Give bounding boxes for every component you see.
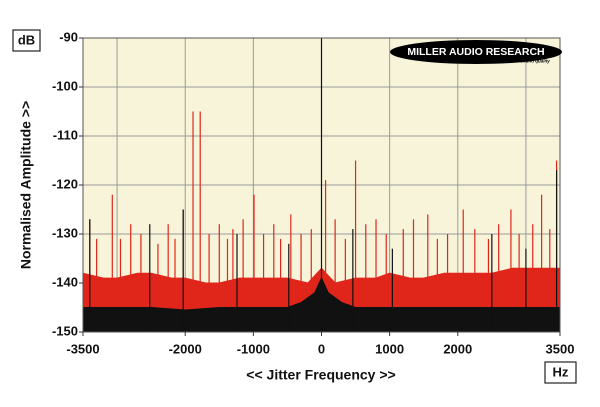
data-marks [82, 38, 561, 333]
x-tick-label: 2000 [443, 341, 472, 356]
y-unit: dB [18, 32, 35, 47]
x-unit-box [544, 361, 577, 384]
x-tick-label: 1000 [375, 341, 404, 356]
y-tick-label: -90 [59, 29, 78, 44]
y-tick-label: -110 [53, 127, 78, 142]
tick-labels: -90 -100 -110 -120 -130 -140 -150 -3500 -2000 -10… [52, 29, 574, 356]
logo: MILLER AUDIO RESEARCH Getting the measur… [390, 40, 562, 64]
x-axis-label: << Jitter Frequency >> [246, 367, 395, 383]
y-tick-label: -120 [52, 176, 78, 191]
y-unit-box [12, 29, 41, 52]
x-tick-label: 3500 [546, 341, 575, 356]
x-tick-label: -1000 [237, 341, 270, 356]
logo-name: MILLER AUDIO RESEARCH [407, 46, 544, 58]
x-tick-label: -3500 [66, 341, 99, 356]
x-tick-label: -2000 [169, 341, 202, 356]
y-tick-label: -130 [52, 225, 78, 240]
y-axis-label: Normalised Amplitude >> [18, 101, 34, 269]
y-tick-label: -100 [52, 78, 78, 93]
logo-ellipse [390, 40, 562, 64]
x-tick-label: 0 [318, 341, 325, 356]
y-tick-label: -150 [52, 323, 78, 338]
logo-tagline: Getting the measure of sound quality [470, 59, 550, 64]
x-unit: Hz [553, 364, 569, 379]
y-tick-label: -140 [52, 274, 78, 289]
